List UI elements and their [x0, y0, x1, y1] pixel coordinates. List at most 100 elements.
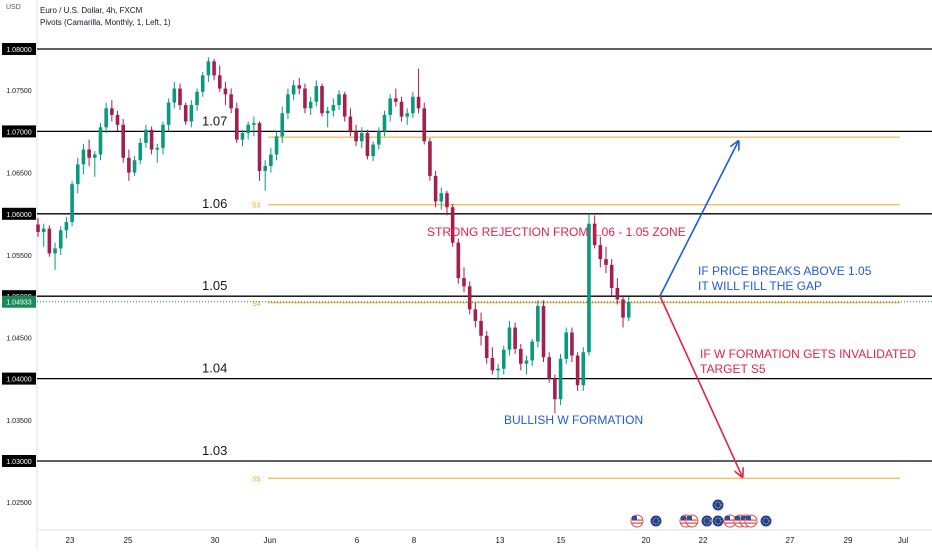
price-tick-bg	[2, 455, 36, 467]
candle-body	[479, 320, 483, 336]
candle-body	[547, 357, 551, 379]
candle-body	[501, 349, 506, 369]
candle-body	[570, 332, 574, 356]
candle-body	[189, 105, 194, 122]
time-tick-label: 6	[355, 536, 360, 545]
candle-body	[371, 144, 375, 157]
price-tick-label: 1.04000	[6, 377, 31, 384]
candle-body	[47, 228, 52, 254]
indicator-legend[interactable]: Pivots (Camarilla, Monthly, 1, Left, 1)	[40, 18, 171, 27]
candle-body	[263, 166, 267, 171]
candle-body	[274, 136, 279, 155]
candle-body	[200, 75, 205, 92]
candle-body	[246, 124, 250, 134]
us-flag-event-icon[interactable]	[685, 514, 699, 528]
candle-body	[422, 108, 427, 142]
down-arrow[interactable]	[659, 295, 742, 476]
candle-body	[467, 286, 472, 310]
level-label-1: 1.06	[202, 196, 227, 211]
candle-body	[70, 184, 74, 223]
candle-body	[587, 223, 591, 353]
candle-body	[598, 245, 603, 260]
w-formation-annotation: BULLISH W FORMATION	[504, 413, 643, 427]
price-tick-label: 1.08000	[6, 47, 31, 54]
candle-body	[621, 299, 625, 318]
candle-body	[575, 355, 580, 386]
time-tick-label: 27	[786, 536, 795, 545]
time-tick-label: 22	[699, 536, 708, 545]
candle-body	[53, 248, 57, 254]
price-tick-label: 1.03500	[6, 418, 31, 425]
candle-body	[104, 108, 108, 128]
candle-body	[149, 129, 154, 150]
candle-body	[257, 123, 262, 171]
last-price-label: 1.04933	[6, 300, 31, 307]
candle-body	[507, 327, 512, 350]
candle-body	[626, 301, 631, 318]
candle-body	[592, 223, 597, 246]
symbol-title[interactable]: Euro / U.S. Dollar, 4h, FXCM	[40, 6, 143, 15]
candle-body	[314, 86, 319, 102]
candle-body	[195, 91, 199, 106]
candle-body	[450, 207, 455, 243]
candle-body	[81, 149, 86, 165]
candle-body	[428, 141, 432, 176]
candle-body	[280, 113, 285, 137]
candle-body	[303, 88, 307, 109]
pivot-label-3: S5	[252, 476, 261, 483]
time-tick-label: 13	[496, 536, 505, 545]
candle-body	[609, 264, 614, 288]
candle-body	[524, 360, 529, 364]
candle-body	[382, 114, 387, 132]
price-tick-bg	[2, 207, 36, 220]
candle-body	[365, 133, 370, 157]
candle-body	[388, 98, 392, 115]
candle-body	[462, 278, 466, 287]
price-tick-label: 1.07500	[6, 88, 31, 95]
candle-body	[320, 86, 324, 114]
us-flag-event-icon[interactable]	[630, 514, 644, 528]
candle-body	[342, 94, 347, 117]
candle-body	[604, 259, 608, 265]
candle-body	[166, 102, 171, 125]
candle-body	[178, 88, 182, 106]
price-tick-bg	[2, 43, 36, 55]
time-tick-label: 30	[211, 536, 220, 545]
eu-flag-event-icon[interactable]	[700, 514, 714, 528]
candle-body	[456, 242, 461, 279]
candle-body	[41, 228, 46, 232]
level-label-0: 1.07	[202, 113, 227, 128]
candle-body	[240, 133, 245, 140]
eu-flag-event-icon[interactable]	[711, 498, 725, 512]
price-tick-label: 1.06000	[6, 212, 31, 219]
candle-body	[87, 149, 91, 158]
eu-flag-event-icon[interactable]	[649, 514, 663, 528]
candle-body	[377, 131, 381, 145]
price-tick-label: 1.05500	[6, 253, 31, 260]
price-tick-label: 1.02500	[6, 500, 31, 507]
horizontal-levels: 1.07 1.06 1.05 1.04 1.03	[37, 48, 932, 462]
candle-body	[229, 94, 233, 109]
time-tick-label: 23	[66, 536, 75, 545]
up-arrow[interactable]	[659, 142, 738, 297]
candle-body	[530, 341, 534, 361]
candle-body	[235, 108, 239, 140]
us-flag-event-icon[interactable]	[744, 514, 758, 528]
eu-flag-event-icon[interactable]	[759, 514, 773, 528]
candle-body	[138, 142, 143, 161]
candle-body	[93, 154, 97, 158]
price-tick-label: 1.03000	[6, 459, 31, 466]
time-tick-label: 20	[642, 536, 651, 545]
candle-body	[399, 101, 404, 117]
eu-flag-event-icon[interactable]	[711, 514, 725, 528]
candle-body	[132, 160, 137, 173]
economic-events[interactable]	[630, 498, 773, 528]
invalidation-annotation-line2: TARGET S5	[700, 362, 766, 376]
candle-body	[416, 96, 421, 109]
candle-body	[172, 88, 177, 103]
invalidation-annotation-line1: IF W FORMATION GETS INVALIDATED	[700, 347, 916, 361]
candle-body	[161, 124, 165, 148]
candle-body	[212, 61, 216, 76]
last-price-tag	[2, 295, 36, 308]
